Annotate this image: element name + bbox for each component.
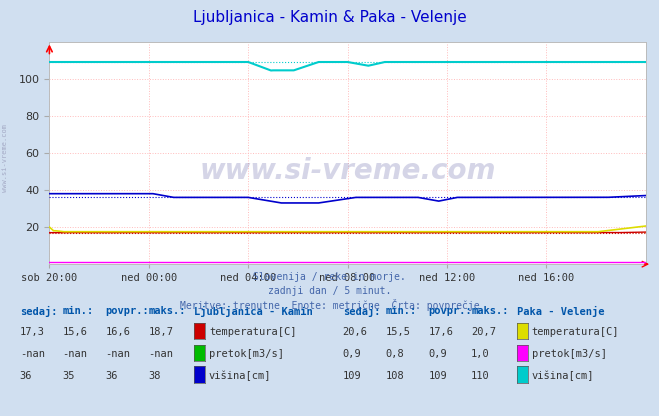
Text: 0,9: 0,9 [343, 349, 361, 359]
Text: 108: 108 [386, 371, 404, 381]
Text: Meritve: trenutne  Enote: metrične  Črta: povprečje: Meritve: trenutne Enote: metrične Črta: … [180, 299, 479, 311]
Text: Paka - Velenje: Paka - Velenje [517, 306, 605, 317]
Text: povpr.:: povpr.: [105, 306, 149, 316]
Text: sedaj:: sedaj: [343, 306, 380, 317]
Text: 20,7: 20,7 [471, 327, 496, 337]
Text: 36: 36 [20, 371, 32, 381]
Text: 38: 38 [148, 371, 161, 381]
Text: 18,7: 18,7 [148, 327, 173, 337]
Text: 36: 36 [105, 371, 118, 381]
Text: 109: 109 [343, 371, 361, 381]
Text: Ljubljanica - Kamin & Paka - Velenje: Ljubljanica - Kamin & Paka - Velenje [192, 10, 467, 25]
Text: min.:: min.: [386, 306, 416, 316]
Text: 1,0: 1,0 [471, 349, 490, 359]
Text: temperatura[C]: temperatura[C] [209, 327, 297, 337]
Text: povpr.:: povpr.: [428, 306, 472, 316]
Text: 20,6: 20,6 [343, 327, 368, 337]
Text: temperatura[C]: temperatura[C] [532, 327, 619, 337]
Text: 35: 35 [63, 371, 75, 381]
Text: 109: 109 [428, 371, 447, 381]
Text: 16,6: 16,6 [105, 327, 130, 337]
Text: 110: 110 [471, 371, 490, 381]
Text: -nan: -nan [148, 349, 173, 359]
Text: maks.:: maks.: [148, 306, 186, 316]
Text: višina[cm]: višina[cm] [532, 371, 594, 381]
Text: 0,8: 0,8 [386, 349, 404, 359]
Text: pretok[m3/s]: pretok[m3/s] [209, 349, 284, 359]
Text: sedaj:: sedaj: [20, 306, 57, 317]
Text: zadnji dan / 5 minut.: zadnji dan / 5 minut. [268, 286, 391, 296]
Text: -nan: -nan [20, 349, 45, 359]
Text: min.:: min.: [63, 306, 94, 316]
Text: Slovenija / reke in morje.: Slovenija / reke in morje. [253, 272, 406, 282]
Text: 15,6: 15,6 [63, 327, 88, 337]
Text: maks.:: maks.: [471, 306, 509, 316]
Text: 0,9: 0,9 [428, 349, 447, 359]
Text: www.si-vreme.com: www.si-vreme.com [200, 157, 496, 185]
Text: www.si-vreme.com: www.si-vreme.com [2, 124, 9, 192]
Text: 15,5: 15,5 [386, 327, 411, 337]
Text: višina[cm]: višina[cm] [209, 371, 272, 381]
Text: 17,6: 17,6 [428, 327, 453, 337]
Text: 17,3: 17,3 [20, 327, 45, 337]
Text: -nan: -nan [105, 349, 130, 359]
Text: -nan: -nan [63, 349, 88, 359]
Text: Ljubljanica - Kamin: Ljubljanica - Kamin [194, 306, 313, 317]
Text: pretok[m3/s]: pretok[m3/s] [532, 349, 607, 359]
